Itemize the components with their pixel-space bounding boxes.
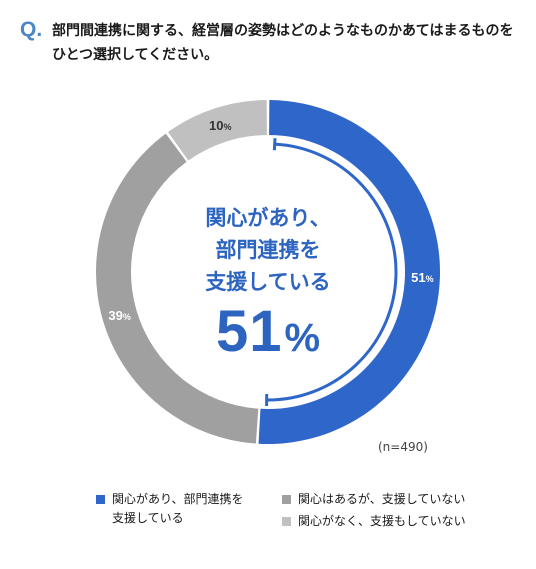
legend-label-supportive-line-1: 関心があり、部門連携を [112, 492, 244, 506]
center-label: 関心があり、 部門連携を 支援している [176, 202, 360, 298]
legend-swatch-supportive [96, 495, 105, 504]
legend-item-supportive: 関心があり、部門連携を 支援している [96, 490, 244, 528]
slice-label-not-interested: 10% [209, 118, 231, 133]
sample-size-label: (n=490) [378, 440, 428, 454]
donut-slice-not-interested [167, 100, 267, 161]
legend-label-supportive-line-2: 支援している [112, 511, 184, 525]
legend-swatch-not-interested [282, 517, 291, 526]
legend-item-interested-not-supporting: 関心はあるが、支援していない [282, 490, 465, 509]
center-label-line-3: 支援している [205, 270, 331, 294]
legend-swatch-interested-not-supporting [282, 495, 291, 504]
question-text: 部門間連携に関する、経営層の姿勢はどのようなものかあてはまるものを ひとつ選択し… [52, 19, 522, 67]
question-line-1: 部門間連携に関する、経営層の姿勢はどのようなものかあてはまるものを [52, 23, 514, 39]
slice-label-interested-not-supporting: 39% [108, 308, 130, 323]
slice-label-supportive: 51% [411, 270, 433, 285]
question-line-2: ひとつ選択してください。 [52, 47, 219, 63]
legend-item-not-interested: 関心がなく、支援もしていない [282, 512, 466, 531]
center-label-line-2: 部門連携を [215, 238, 321, 262]
highlight-bracket-arc [266, 142, 398, 402]
center-label-line-1: 関心があり、 [205, 206, 331, 230]
legend-label-not-interested: 関心がなく、支援もしていない [298, 514, 466, 528]
legend-label-interested-not-supporting: 関心はあるが、支援していない [298, 492, 466, 506]
bracket-start-tick [272, 138, 277, 151]
center-value-unit: % [284, 316, 321, 360]
question-mark: Q. [20, 18, 43, 41]
donut-slice-supportive [258, 100, 441, 445]
donut-slice-interested-not-supporting [95, 133, 259, 444]
center-value: 51% [176, 298, 360, 365]
center-value-number: 51 [215, 299, 283, 364]
